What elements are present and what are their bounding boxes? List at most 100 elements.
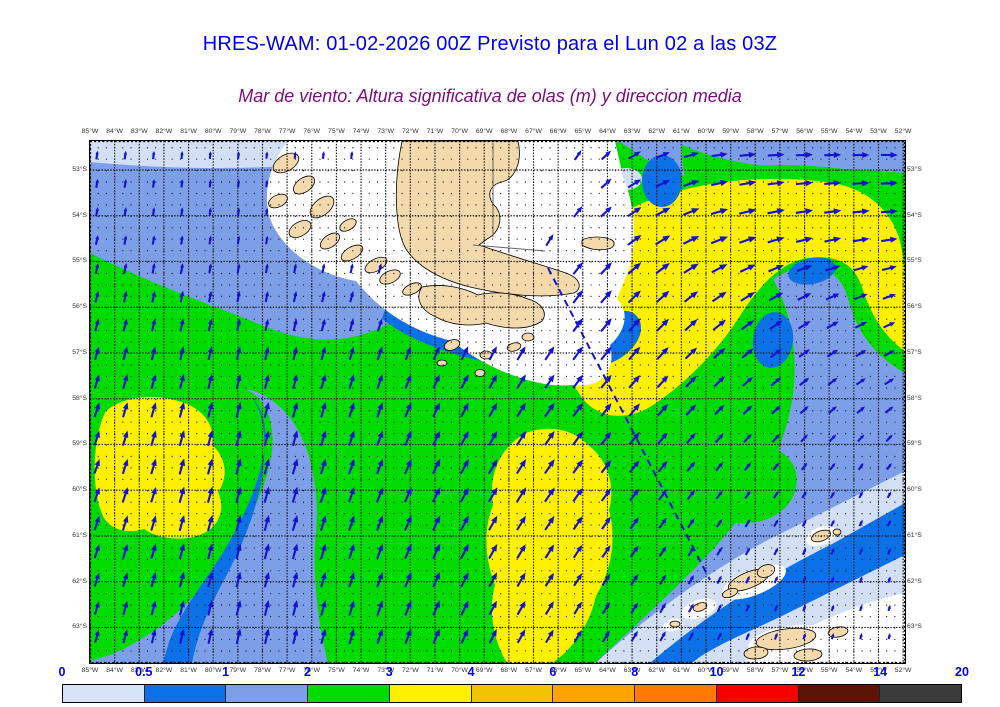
lon-label: 57°W <box>771 667 789 674</box>
lat-label: 58°S <box>72 394 87 402</box>
lon-label: 67°W <box>525 667 542 674</box>
lon-label: 70°W <box>451 128 468 135</box>
lon-label: 62°W <box>648 128 666 135</box>
lon-label: 64°W <box>599 667 616 674</box>
lon-label: 55°W <box>820 667 838 674</box>
lon-label: 54°W <box>845 128 863 135</box>
lat-label: 57°S <box>907 348 922 356</box>
lon-label: 76°W <box>303 128 321 135</box>
wave-height-map <box>89 140 906 664</box>
lon-label: 85°W <box>81 128 99 135</box>
lon-label: 84°W <box>106 667 123 674</box>
lon-label: 54°W <box>845 667 863 674</box>
lon-label: 63°W <box>623 128 641 135</box>
colorbar-segment <box>389 685 472 702</box>
lon-label: 69°W <box>475 128 493 135</box>
lat-label: 60°S <box>907 486 922 494</box>
lat-label: 62°S <box>72 577 87 585</box>
colorbar-tick: 3 <box>385 665 393 679</box>
lon-label: 69°W <box>475 667 493 674</box>
colorbar-segment <box>553 685 636 702</box>
lon-label: 65°W <box>574 667 592 674</box>
lon-label: 80°W <box>204 128 222 135</box>
channel-border-line <box>472 244 546 252</box>
lat-label: 55°S <box>907 257 922 265</box>
lat-label: 59°S <box>72 440 87 448</box>
lat-label: 53°S <box>72 166 87 173</box>
lon-label: 78°W <box>254 128 271 135</box>
colorbar-segment <box>716 685 799 702</box>
colorbar-segment <box>880 685 962 702</box>
lon-label: 52°W <box>894 667 912 674</box>
lat-label: 59°S <box>907 440 922 448</box>
lon-label: 66°W <box>549 667 567 674</box>
land <box>268 141 849 662</box>
colorbar-tick: 12 <box>791 665 806 679</box>
lon-label: 63°W <box>623 667 641 674</box>
lat-label: 61°S <box>907 531 922 539</box>
lon-label: 73°W <box>377 667 395 674</box>
lon-label: 68°W <box>500 667 518 674</box>
lon-label: 73°W <box>377 128 395 135</box>
lon-label: 79°W <box>229 667 247 674</box>
lon-label: 55°W <box>820 128 838 135</box>
wave-height-colorbar <box>62 684 962 703</box>
lon-label: 82°W <box>155 667 173 674</box>
lon-label: 74°W <box>352 667 370 674</box>
lon-label: 83°W <box>130 667 148 674</box>
lon-label: 74°W <box>352 128 370 135</box>
lon-label: 75°W <box>328 128 345 135</box>
lat-label: 53°S <box>907 166 922 173</box>
lon-label: 70°W <box>451 667 468 674</box>
lon-label: 76°W <box>303 667 321 674</box>
lat-label: 54°S <box>907 211 922 219</box>
lat-label: 60°S <box>72 486 87 494</box>
colorbar-tick: 6 <box>549 665 557 679</box>
lon-label: 81°W <box>180 667 197 674</box>
colorbar-tick: 14 <box>873 665 888 679</box>
lon-label: 65°W <box>574 128 592 135</box>
colorbar-tick: 20 <box>955 665 969 679</box>
lon-label: 53°W <box>870 128 887 135</box>
lon-label: 71°W <box>426 128 444 135</box>
lon-label: 66°W <box>549 128 567 135</box>
route-line <box>547 267 711 581</box>
lon-label: 60°W <box>697 128 715 135</box>
colorbar-tick: 0 <box>58 665 66 679</box>
lon-label: 61°W <box>673 128 690 135</box>
lon-label: 57°W <box>771 128 789 135</box>
lon-label: 85°W <box>81 667 99 674</box>
wind-arrows <box>93 150 898 645</box>
lon-label: 77°W <box>278 667 296 674</box>
page-subtitle: Mar de viento: Altura significativa de o… <box>238 86 742 106</box>
lat-label: 58°S <box>907 394 922 402</box>
lon-label: 67°W <box>525 128 542 135</box>
colorbar-tick: 0.5 <box>135 665 153 679</box>
lon-label: 71°W <box>426 667 444 674</box>
lat-label: 54°S <box>72 211 87 219</box>
lat-label: 62°S <box>907 577 922 585</box>
lat-label: 57°S <box>72 348 87 356</box>
lon-label: 72°W <box>401 128 419 135</box>
colorbar-tick: 10 <box>709 665 724 679</box>
lon-label: 78°W <box>254 667 271 674</box>
lat-label: 63°S <box>72 623 87 631</box>
lat-label: 56°S <box>72 303 87 311</box>
lat-label: 56°S <box>907 303 922 311</box>
lon-label: 72°W <box>401 667 419 674</box>
lon-label: 58°W <box>746 667 764 674</box>
colorbar-tick: 4 <box>467 665 475 679</box>
lat-label: 55°S <box>72 257 87 265</box>
colorbar-segment <box>144 685 227 702</box>
colorbar-segment <box>226 685 309 702</box>
lon-label: 61°W <box>673 667 690 674</box>
map-canvas <box>90 141 905 663</box>
lon-label: 56°W <box>796 667 813 674</box>
colorbar-segment <box>308 685 390 702</box>
colorbar-tick: 2 <box>303 665 311 679</box>
lon-label: 59°W <box>722 128 739 135</box>
colorbar-tick: 8 <box>631 665 639 679</box>
lon-label: 53°W <box>870 667 887 674</box>
colorbar-segment <box>798 685 881 702</box>
lon-label: 82°W <box>155 128 173 135</box>
